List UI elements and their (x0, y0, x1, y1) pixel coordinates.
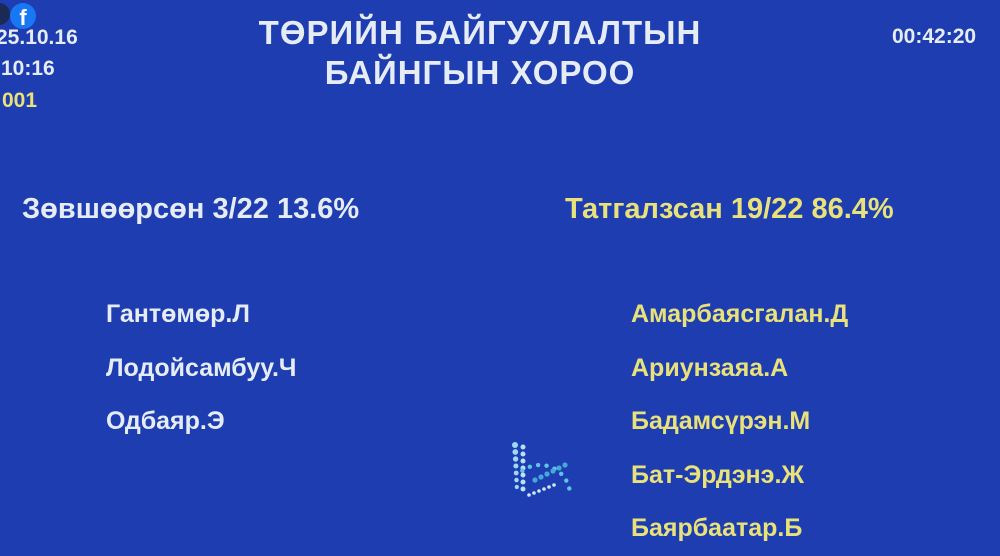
clock-time: :10:16 (0, 57, 55, 80)
session-code: 001 (2, 89, 38, 112)
logo-dot (544, 471, 550, 477)
facebook-icon[interactable]: f (10, 3, 36, 29)
date: 25.10.16 (0, 26, 78, 49)
logo-dot (556, 465, 562, 471)
approved-name: Гантөмөр.Л (106, 300, 250, 328)
logo-dot (520, 479, 526, 485)
logo-dot (537, 489, 541, 493)
logo-dot (552, 483, 556, 487)
logo-dot (532, 491, 536, 495)
title-line1: ТӨРИЙН БАЙГУУЛАЛТЫН (258, 14, 702, 51)
rejected-name: Бат-Эрдэнэ.Ж (631, 461, 804, 489)
logo-dot (527, 493, 531, 497)
logo-dot (542, 487, 546, 491)
logo-watermark-icon (512, 442, 572, 497)
logo-dot (532, 477, 538, 483)
avatar-icon (0, 3, 10, 25)
logo-dot (513, 463, 519, 469)
logo-dot (550, 468, 556, 474)
rejected-name: Ариунзаяа.А (631, 354, 789, 382)
logo-dot (544, 463, 549, 468)
logo-dot (513, 470, 519, 476)
approved-name: Лодойсамбуу.Ч (106, 354, 297, 382)
logo-dot (520, 486, 526, 492)
approved-name: Одбаяр.Э (106, 407, 225, 435)
logo-dot (538, 474, 544, 480)
logo-dot (520, 458, 526, 464)
logo-dot (535, 462, 541, 468)
logo-dot (512, 456, 519, 462)
logo-dot (527, 464, 533, 469)
rejected-name: Амарбаясгалан.Д (631, 300, 849, 328)
logo-dot (520, 451, 526, 457)
logo-dot (520, 472, 526, 478)
title-line2: БАЙНГЫН ХОРОО (324, 54, 636, 91)
logo-dot (564, 478, 569, 483)
logo-dot (514, 477, 519, 483)
timer: 00:42:20 (892, 25, 977, 48)
logo-dot (514, 484, 519, 490)
rejected-name: Бадамсүрэн.М (631, 407, 811, 435)
approved-total: Зөвшөөрсөн 3/22 13.6% (22, 193, 360, 225)
logo-dot (520, 468, 525, 473)
logo-dot (547, 485, 551, 489)
rejected-total: Татгалзсан 19/22 86.4% (565, 193, 894, 225)
logo-dot (520, 444, 526, 450)
logo-dot (562, 462, 568, 468)
rejected-name: Баярбаатар.Б (631, 514, 803, 542)
logo-dot (512, 442, 518, 448)
logo-dot (512, 449, 519, 455)
logo-dot (567, 486, 572, 491)
logo-dot (559, 471, 564, 476)
